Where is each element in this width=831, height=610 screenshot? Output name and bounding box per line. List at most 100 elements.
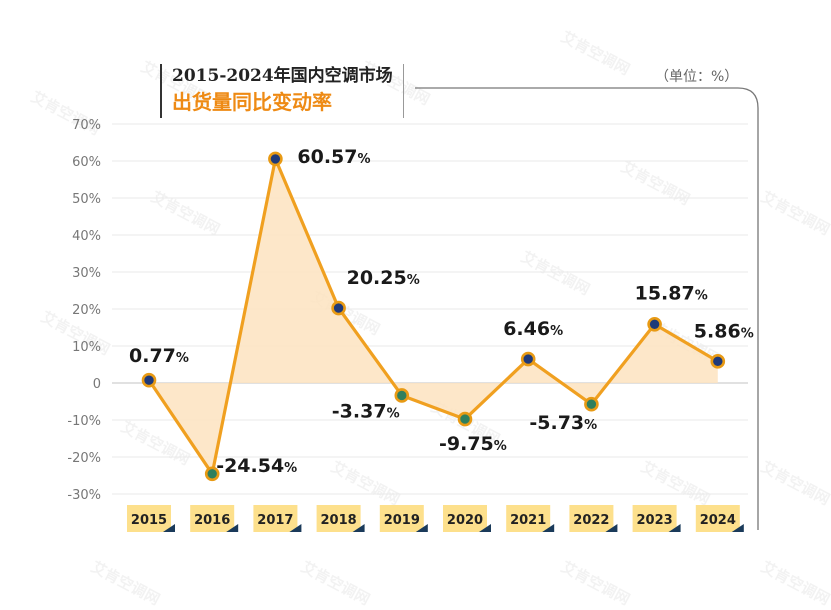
data-label-value: 0.77 — [129, 345, 176, 367]
x-tick-tag-corner — [542, 524, 555, 532]
data-point-2018 — [331, 300, 346, 316]
chart-title-line1: 2015-2024年国内空调市场 — [172, 66, 393, 86]
x-tick-tag — [316, 505, 361, 532]
x-tick-tag — [253, 505, 298, 532]
x-tick-tag-corner — [668, 524, 681, 532]
y-tick-label: 70% — [72, 118, 101, 133]
data-label-unit: % — [284, 461, 297, 476]
chart-frame — [415, 87, 759, 530]
x-tick-tag — [379, 505, 424, 532]
chart-title: 2015-2024年国内空调市场 出货量同比变动率 — [160, 64, 404, 118]
data-label-2020: -9.75% — [439, 433, 507, 455]
x-tick-tag — [127, 505, 171, 532]
x-tick-label: 2020 — [447, 513, 483, 528]
y-tick-label: 60% — [72, 155, 101, 170]
data-label-value: 5.86 — [694, 320, 741, 342]
x-tick-tag-corner — [226, 524, 239, 532]
data-label-unit: % — [695, 288, 708, 303]
data-label-2024: 5.86% — [694, 320, 754, 342]
data-label-unit: % — [358, 152, 371, 167]
x-tick-tag — [506, 505, 551, 532]
x-tick-tag — [190, 505, 235, 532]
data-label-value: -3.37 — [332, 400, 387, 422]
x-tick-label: 2022 — [573, 513, 609, 528]
watermark: 艾肯空调网 — [758, 188, 831, 239]
data-label-value: 60.57 — [297, 146, 357, 168]
watermark: 艾肯空调网 — [618, 158, 693, 209]
data-label-unit: % — [407, 273, 420, 288]
x-tick-tag-corner — [605, 524, 618, 532]
data-label-unit: % — [176, 351, 189, 366]
data-label-value: 20.25 — [347, 267, 407, 289]
watermark: 艾肯空调网 — [558, 28, 633, 79]
data-label-value: 6.46 — [503, 318, 550, 340]
x-tick-tag — [695, 505, 740, 532]
data-label-value: -5.73 — [529, 412, 584, 434]
x-tick-label: 2018 — [321, 513, 357, 528]
chart-title-line2: 出货量同比变动率 — [172, 90, 332, 114]
unit-label: （单位：%） — [655, 69, 739, 85]
series-line — [147, 157, 719, 476]
watermark: 艾肯空调网 — [298, 558, 373, 609]
data-label-2015: 0.77% — [129, 345, 189, 367]
x-tick-tag — [632, 505, 677, 532]
y-tick-label: -30% — [67, 488, 101, 503]
data-label-unit: % — [387, 406, 400, 421]
x-tick-label: 2024 — [700, 513, 736, 528]
data-label-unit: % — [494, 439, 507, 454]
x-tick-label: 2023 — [637, 513, 673, 528]
x-tick-tag-corner — [415, 524, 428, 532]
x-tick-tag-corner — [352, 524, 365, 532]
data-label-unit: % — [550, 324, 563, 339]
x-tick-label: 2016 — [194, 513, 230, 528]
data-label-unit: % — [584, 418, 597, 433]
data-point-2023 — [647, 316, 662, 332]
x-tick-tag — [569, 505, 614, 532]
watermark: 艾肯空调网 — [518, 248, 593, 299]
data-label-2019: -3.37% — [332, 400, 400, 422]
data-label-value: -9.75 — [439, 433, 494, 455]
y-tick-label: -10% — [67, 414, 101, 429]
data-label-value: 15.87 — [635, 282, 695, 304]
x-tick-tag-corner — [731, 524, 744, 532]
y-tick-label: 40% — [72, 229, 101, 244]
data-point-2024 — [710, 354, 726, 369]
x-tick-label: 2017 — [257, 513, 293, 528]
data-label-2023: 15.87% — [635, 282, 708, 304]
data-point-2017 — [268, 151, 283, 167]
x-tick-label: 2021 — [510, 513, 546, 528]
watermark: 艾肯空调网 — [758, 458, 831, 509]
y-tick-label: 50% — [72, 192, 101, 207]
data-point-2022 — [584, 396, 599, 412]
y-tick-label: 30% — [72, 266, 101, 281]
watermark: 艾肯空调网 — [558, 558, 633, 609]
data-label-2018: 20.25% — [347, 267, 420, 289]
data-point-2016 — [204, 466, 220, 482]
x-tick-label: 2015 — [131, 513, 167, 528]
data-point-2019 — [394, 388, 410, 403]
data-label-2016: -24.54% — [216, 455, 297, 477]
watermark: 艾肯空调网 — [148, 188, 223, 239]
watermark: 艾肯空调网 — [758, 558, 831, 609]
data-point-2020 — [457, 411, 473, 427]
watermark: 艾肯空调网 — [328, 458, 403, 509]
watermark: 艾肯空调网 — [638, 458, 713, 509]
data-label-2021: 6.46% — [503, 318, 563, 340]
x-tick-tag — [443, 505, 487, 532]
x-tick-tag-corner — [289, 524, 302, 532]
data-label-2022: -5.73% — [529, 412, 597, 434]
data-label-2017: 60.57% — [297, 146, 370, 168]
x-tick-tag-corner — [479, 524, 491, 532]
x-tick-tag-corner — [163, 524, 175, 532]
y-tick-label: -20% — [67, 451, 101, 466]
watermark: 艾肯空调网 — [88, 558, 163, 609]
data-label-unit: % — [741, 326, 754, 341]
data-label-value: -24.54 — [216, 455, 284, 477]
data-point-2015 — [141, 372, 157, 388]
series-area — [149, 158, 718, 474]
x-tick-label: 2019 — [384, 513, 420, 528]
y-tick-label: 20% — [72, 303, 101, 318]
y-tick-label: 10% — [72, 340, 101, 355]
y-tick-label: 0 — [93, 377, 101, 392]
